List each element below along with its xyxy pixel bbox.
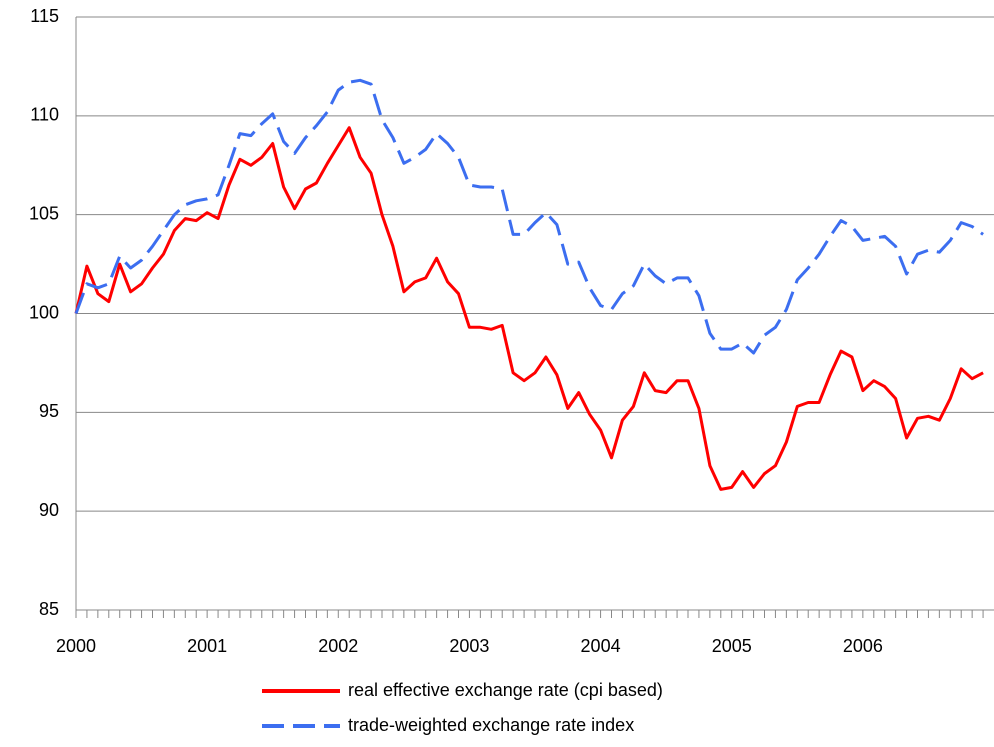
x-tick-label: 2005 <box>712 636 752 656</box>
legend-label: real effective exchange rate (cpi based) <box>348 680 663 700</box>
y-tick-label: 85 <box>39 599 59 619</box>
x-tick-label: 2002 <box>318 636 358 656</box>
y-tick-label: 90 <box>39 500 59 520</box>
y-tick-label: 115 <box>30 6 59 26</box>
y-tick-label: 105 <box>29 203 59 223</box>
series-line <box>74 126 984 491</box>
x-tick-label: 2000 <box>56 636 96 656</box>
x-tick-label: 2004 <box>581 636 621 656</box>
x-tick-label: 2001 <box>187 636 227 656</box>
legend-label: trade-weighted exchange rate index <box>348 715 634 735</box>
y-tick-label: 95 <box>39 401 59 421</box>
x-tick-label: 2003 <box>449 636 489 656</box>
x-tick-label: 2006 <box>843 636 883 656</box>
y-tick-label: 110 <box>30 105 59 125</box>
series-line <box>74 78 984 355</box>
y-tick-label: 100 <box>29 302 59 322</box>
